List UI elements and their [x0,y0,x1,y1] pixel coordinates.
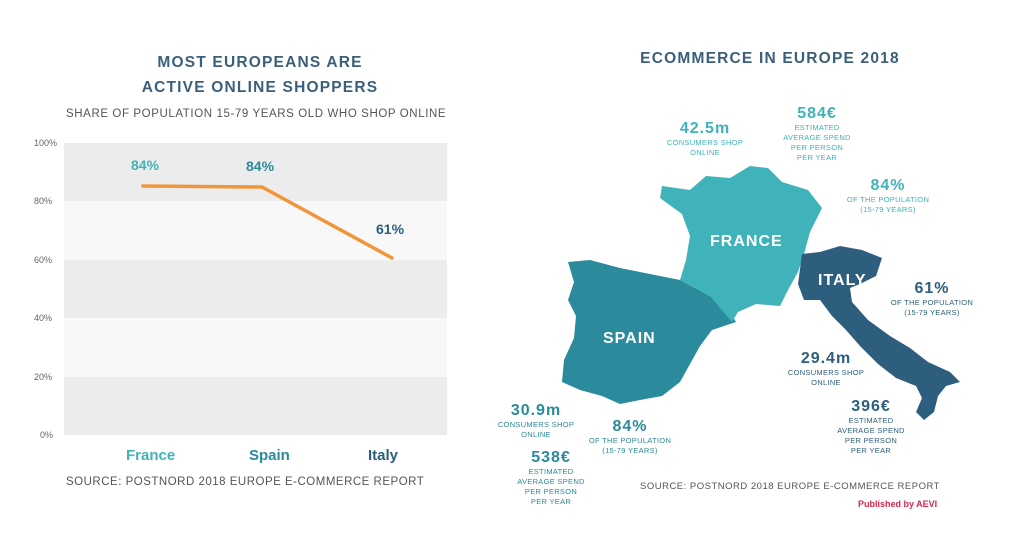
italy-consumers-stat: 29.4m CONSUMERS SHOP ONLINE [787,350,865,387]
x-label-spain: Spain [249,447,290,464]
y-tick: 0% [40,430,54,440]
france-shape [660,166,822,322]
chart-title-line1: MOST EUROPEANS ARE [157,54,363,71]
chart-subtitle: SHARE OF POPULATION 15-79 YEARS OLD WHO … [66,108,447,120]
spain-consumers-stat: 30.9m CONSUMERS SHOP ONLINE [497,402,575,439]
spain-shape [562,260,736,404]
italy-spend-stat: 396€ ESTIMATED AVERAGE SPEND PER PERSON … [837,398,905,455]
x-label-france: France [126,447,176,464]
france-spend-stat: 584€ ESTIMATED AVERAGE SPEND PER PERSON … [783,105,851,162]
italy-share-stat: 61% OF THE POPULATION (15-79 YEARS) [890,280,974,317]
data-label-spain: 84% [246,158,275,174]
published-by: Published by AEVI [858,499,938,509]
france-share-stat: 84% OF THE POPULATION (15-79 YEARS) [846,177,930,214]
france-consumers-stat: 42.5m CONSUMERS SHOP ONLINE [666,120,744,157]
map-title: ECOMMERCE IN EUROPE 2018 [640,50,900,67]
spain-spend-stat: 538€ ESTIMATED AVERAGE SPEND PER PERSON … [517,449,585,506]
y-tick: 40% [34,313,53,323]
spain-share-stat: 84% OF THE POPULATION (15-79 YEARS) [588,418,672,455]
data-label-france: 84% [131,157,160,173]
italy-shape [798,246,960,420]
grid-band [64,201,447,260]
spain-label: SPAIN [603,330,656,347]
europe-map [562,166,960,420]
y-tick: 80% [34,196,53,206]
y-tick: 20% [34,372,53,382]
data-label-italy: 61% [376,221,405,237]
line-series [141,184,394,260]
plot-area [64,143,447,435]
source-note: SOURCE: POSTNORD 2018 EUROPE E-COMMERCE … [66,476,425,488]
chart-title: MOST EUROPEANS ARE ACTIVE ONLINE SHOPPER… [60,50,460,100]
grid-band [64,318,447,377]
italy-label: ITALY [818,272,867,289]
chart-title-line2: ACTIVE ONLINE SHOPPERS [141,79,379,96]
y-tick: 60% [34,255,53,265]
grid-band [64,377,447,435]
france-label: FRANCE [710,233,783,250]
grid-band [64,143,447,201]
map-source-note: SOURCE: POSTNORD 2018 EUROPE E-COMMERCE … [640,481,940,492]
grid-band [64,260,447,318]
x-label-italy: Italy [368,447,399,464]
y-tick: 100% [34,138,58,148]
